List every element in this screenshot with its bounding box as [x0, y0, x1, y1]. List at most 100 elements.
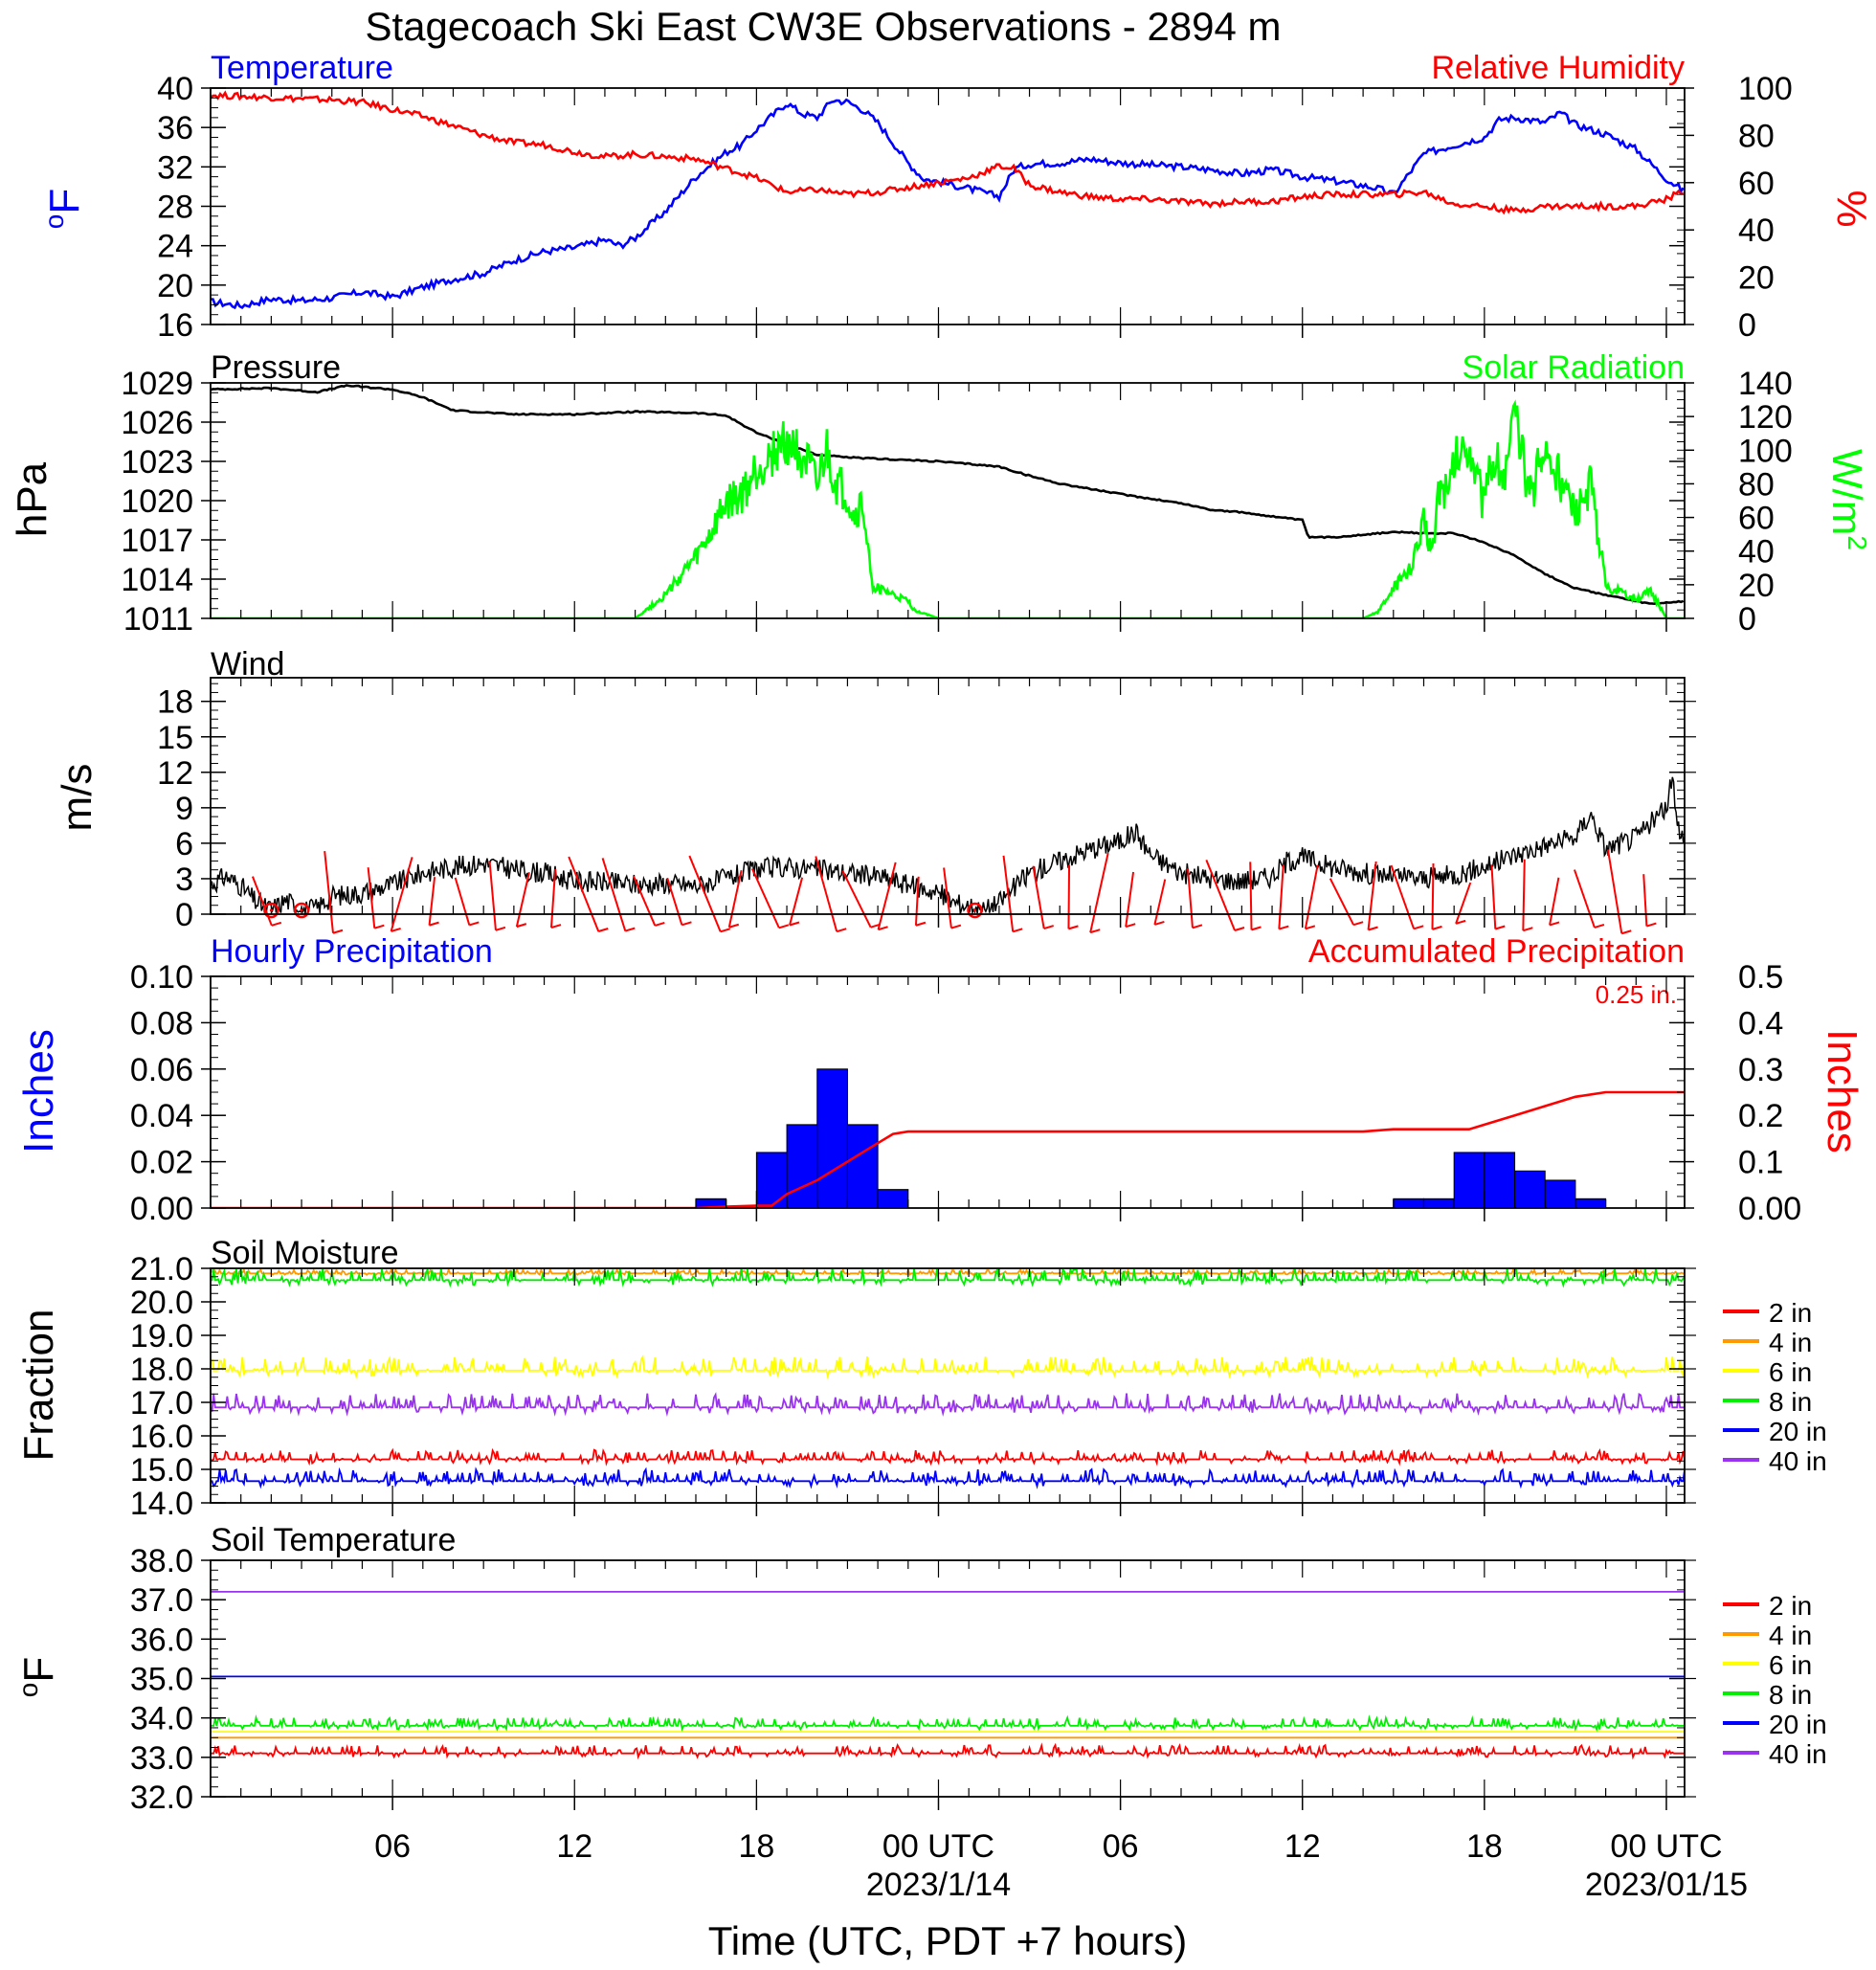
y-tick-label: 1011	[123, 601, 193, 638]
hourly-precip-bar	[1514, 1170, 1546, 1208]
humidity-axis-label: %	[1828, 190, 1875, 227]
wind-barb-flag	[1012, 928, 1023, 933]
y-right-tick-label: 20	[1738, 568, 1775, 604]
y-right-tick-label: 40	[1738, 213, 1775, 249]
wind-barb-flag	[1125, 923, 1136, 929]
y-right-tick-label: 0.1	[1738, 1145, 1783, 1181]
wind-barb	[549, 868, 557, 929]
soil-2in-line	[211, 1742, 1685, 1760]
y-tick-label: 6	[175, 826, 193, 862]
panel-frame	[210, 1267, 1686, 1504]
wind-barb-flag	[469, 921, 480, 927]
wind-barb-flag	[597, 928, 609, 932]
wind-barb	[1574, 869, 1596, 929]
soil-8in-line	[211, 1268, 1685, 1288]
wind-barb	[1390, 864, 1416, 929]
temperature-line	[211, 98, 1685, 310]
wind-barb	[1455, 882, 1472, 925]
time-tick-label: 00 UTC	[882, 1828, 994, 1865]
y-right-tick-label: 0	[1738, 307, 1756, 344]
wind-barb	[488, 861, 497, 930]
wind-barb-flag	[681, 921, 692, 927]
legend-label: 6 in	[1769, 1357, 1812, 1387]
wind-barb	[1249, 862, 1253, 930]
hourly-precip-bar	[1422, 1198, 1455, 1208]
wind-barb	[1187, 868, 1194, 929]
temperature-humidity-panel: Temperature Relative Humidity oF % 16202…	[39, 50, 1875, 344]
wind-barb-flag	[624, 927, 636, 932]
wind-barb	[390, 857, 413, 932]
y-tick-label: 32	[157, 149, 193, 186]
wind-barb-flag	[1413, 925, 1424, 930]
y-right-tick-label: 0.4	[1738, 1005, 1783, 1041]
wind-barb	[841, 870, 872, 929]
legend-label: 8 in	[1769, 1387, 1812, 1417]
wind-barb-flag	[789, 921, 800, 927]
pressure-title: Pressure	[211, 349, 341, 386]
soil-moisture-axis-label: Fraction	[15, 1310, 62, 1462]
legend-label: 20 in	[1769, 1710, 1827, 1739]
wind-barb	[1329, 878, 1355, 926]
wind-barb-flag	[1279, 925, 1289, 930]
wind-barb-flag	[950, 924, 962, 929]
wind-barb	[1642, 874, 1648, 927]
y-right-tick-label: 140	[1738, 366, 1793, 402]
solar-radiation-line	[211, 399, 1685, 618]
precipitation-panel: Hourly Precipitation Accumulated Precipi…	[15, 933, 1865, 1227]
y-tick-label: 18.0	[130, 1352, 193, 1388]
y-tick-label: 20.0	[130, 1285, 193, 1321]
wind-title: Wind	[211, 646, 284, 683]
wind-barb-flag	[778, 924, 790, 929]
y-tick-label: 0.10	[130, 959, 193, 996]
y-tick-label: 32.0	[130, 1780, 193, 1816]
calm-wind-dot	[973, 908, 977, 912]
wind-barb	[688, 855, 722, 932]
y-tick-label: 0.08	[130, 1005, 193, 1041]
y-tick-label: 1014	[121, 562, 193, 598]
wind-barb-flag	[878, 926, 888, 931]
pressure-solar-panel: Pressure Solar Radiation hPa W/m2 101110…	[9, 349, 1872, 638]
wind-barb	[1522, 859, 1526, 931]
wind-barb	[914, 876, 920, 926]
legend-label: 4 in	[1769, 1621, 1812, 1650]
y-tick-label: 0.04	[130, 1098, 193, 1134]
wind-barb	[1367, 861, 1377, 930]
y-right-tick-label: 0	[1738, 601, 1756, 638]
wind-barb-flag	[720, 928, 730, 933]
soil-temperature-panel: Soil Temperature oF 32.033.034.035.0 36.0…	[13, 1522, 1827, 1816]
hourly-precip-bar	[846, 1124, 879, 1208]
y-right-tick-label: 0.5	[1738, 959, 1783, 996]
calm-wind-dot	[300, 908, 303, 912]
hourly-precip-bar	[816, 1068, 848, 1208]
wind-barb-flag	[1594, 923, 1605, 929]
wind-barb	[1606, 849, 1623, 934]
solar-axis-label: W/m2	[1823, 449, 1872, 550]
y-tick-label: 1020	[121, 483, 193, 520]
wind-barb-flag	[391, 927, 401, 932]
wind-barb-flag	[728, 923, 740, 929]
time-date-label: 2023/01/15	[1585, 1867, 1748, 1903]
wind-barb-flag	[1234, 927, 1245, 931]
temperature-axis-label: oF	[39, 189, 88, 229]
wind-barb-flag	[1368, 926, 1378, 931]
wind-barb	[815, 856, 838, 932]
y-tick-label: 0.02	[130, 1145, 193, 1181]
y-tick-label: 40	[157, 71, 193, 107]
legend-label: 2 in	[1769, 1591, 1812, 1621]
y-tick-label: 21.0	[130, 1251, 193, 1287]
solar-radiation-title: Solar Radiation	[1463, 349, 1685, 386]
time-tick-label: 06	[374, 1828, 411, 1865]
wind-barb-flag	[429, 921, 439, 927]
y-tick-label: 20	[157, 268, 193, 304]
wind-barb	[943, 867, 952, 929]
wind-barb	[877, 862, 897, 930]
calm-wind-circle	[263, 902, 279, 919]
hourly-precip-bar	[755, 1152, 788, 1208]
wind-barb	[1490, 864, 1497, 929]
y-tick-label: 14.0	[130, 1486, 193, 1522]
panel-frame	[210, 1559, 1686, 1798]
